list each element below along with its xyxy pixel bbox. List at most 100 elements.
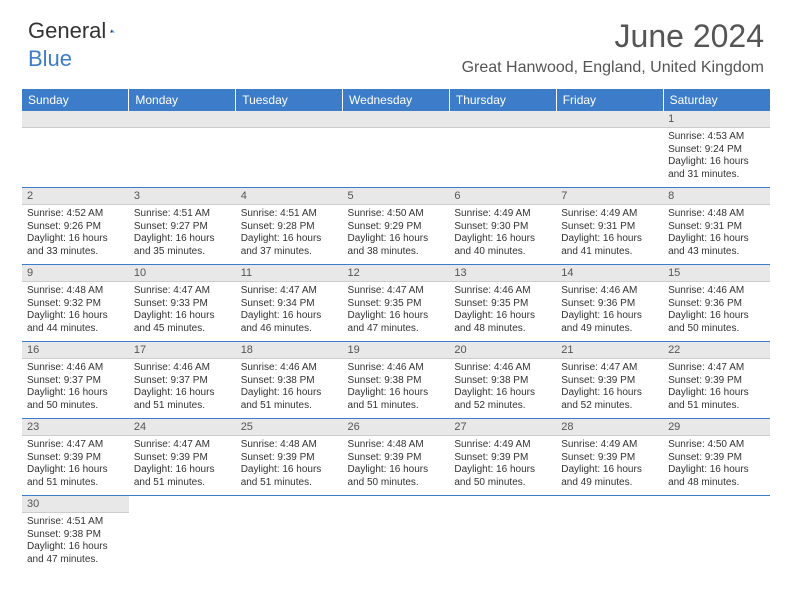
day-number-empty xyxy=(556,111,663,128)
calendar-cell xyxy=(556,496,663,573)
calendar-cell: 17Sunrise: 4:46 AMSunset: 9:37 PMDayligh… xyxy=(129,342,236,419)
calendar-cell: 30Sunrise: 4:51 AMSunset: 9:38 PMDayligh… xyxy=(22,496,129,573)
day-body: Sunrise: 4:50 AMSunset: 9:39 PMDaylight:… xyxy=(663,436,770,495)
day-number: 19 xyxy=(343,342,450,359)
day-body: Sunrise: 4:48 AMSunset: 9:31 PMDaylight:… xyxy=(663,205,770,264)
day-number: 28 xyxy=(556,419,663,436)
day-number-empty xyxy=(236,111,343,128)
calendar-cell: 26Sunrise: 4:48 AMSunset: 9:39 PMDayligh… xyxy=(343,419,450,496)
day-number: 7 xyxy=(556,188,663,205)
day-body: Sunrise: 4:49 AMSunset: 9:39 PMDaylight:… xyxy=(449,436,556,495)
calendar-cell: 3Sunrise: 4:51 AMSunset: 9:27 PMDaylight… xyxy=(129,188,236,265)
day-number: 16 xyxy=(22,342,129,359)
day-number: 25 xyxy=(236,419,343,436)
calendar-cell: 7Sunrise: 4:49 AMSunset: 9:31 PMDaylight… xyxy=(556,188,663,265)
calendar-cell: 14Sunrise: 4:46 AMSunset: 9:36 PMDayligh… xyxy=(556,265,663,342)
day-body: Sunrise: 4:46 AMSunset: 9:38 PMDaylight:… xyxy=(449,359,556,418)
day-number: 22 xyxy=(663,342,770,359)
day-number: 18 xyxy=(236,342,343,359)
day-body: Sunrise: 4:49 AMSunset: 9:39 PMDaylight:… xyxy=(556,436,663,495)
day-body: Sunrise: 4:49 AMSunset: 9:31 PMDaylight:… xyxy=(556,205,663,264)
calendar-week-row: 23Sunrise: 4:47 AMSunset: 9:39 PMDayligh… xyxy=(22,419,770,496)
weekday-header: Friday xyxy=(556,89,663,111)
calendar-cell xyxy=(129,111,236,188)
calendar-cell: 23Sunrise: 4:47 AMSunset: 9:39 PMDayligh… xyxy=(22,419,129,496)
calendar-cell: 4Sunrise: 4:51 AMSunset: 9:28 PMDaylight… xyxy=(236,188,343,265)
day-number: 27 xyxy=(449,419,556,436)
day-number: 15 xyxy=(663,265,770,282)
day-number-empty xyxy=(129,111,236,128)
calendar-week-row: 1Sunrise: 4:53 AMSunset: 9:24 PMDaylight… xyxy=(22,111,770,188)
calendar-cell xyxy=(449,111,556,188)
calendar-cell xyxy=(22,111,129,188)
day-body-empty xyxy=(236,128,343,182)
calendar-cell: 1Sunrise: 4:53 AMSunset: 9:24 PMDaylight… xyxy=(663,111,770,188)
day-number: 9 xyxy=(22,265,129,282)
day-number: 3 xyxy=(129,188,236,205)
calendar-cell: 8Sunrise: 4:48 AMSunset: 9:31 PMDaylight… xyxy=(663,188,770,265)
calendar-cell xyxy=(449,496,556,573)
calendar-week-row: 30Sunrise: 4:51 AMSunset: 9:38 PMDayligh… xyxy=(22,496,770,573)
weekday-header: Tuesday xyxy=(236,89,343,111)
day-body: Sunrise: 4:46 AMSunset: 9:36 PMDaylight:… xyxy=(556,282,663,341)
calendar-cell xyxy=(129,496,236,573)
day-number: 23 xyxy=(22,419,129,436)
calendar-cell: 21Sunrise: 4:47 AMSunset: 9:39 PMDayligh… xyxy=(556,342,663,419)
calendar-cell: 5Sunrise: 4:50 AMSunset: 9:29 PMDaylight… xyxy=(343,188,450,265)
location: Great Hanwood, England, United Kingdom xyxy=(462,59,764,77)
calendar-cell: 13Sunrise: 4:46 AMSunset: 9:35 PMDayligh… xyxy=(449,265,556,342)
day-body: Sunrise: 4:47 AMSunset: 9:34 PMDaylight:… xyxy=(236,282,343,341)
day-body-empty xyxy=(129,128,236,182)
day-body-empty xyxy=(343,128,450,182)
day-body: Sunrise: 4:46 AMSunset: 9:36 PMDaylight:… xyxy=(663,282,770,341)
day-number: 29 xyxy=(663,419,770,436)
calendar-cell: 19Sunrise: 4:46 AMSunset: 9:38 PMDayligh… xyxy=(343,342,450,419)
day-number-empty xyxy=(449,111,556,128)
day-body: Sunrise: 4:51 AMSunset: 9:27 PMDaylight:… xyxy=(129,205,236,264)
day-number: 6 xyxy=(449,188,556,205)
calendar-cell xyxy=(236,496,343,573)
logo: General xyxy=(28,18,136,44)
weekday-header: Thursday xyxy=(449,89,556,111)
weekday-header: Wednesday xyxy=(343,89,450,111)
calendar-cell: 16Sunrise: 4:46 AMSunset: 9:37 PMDayligh… xyxy=(22,342,129,419)
day-body-empty xyxy=(449,128,556,182)
day-number: 8 xyxy=(663,188,770,205)
day-body: Sunrise: 4:52 AMSunset: 9:26 PMDaylight:… xyxy=(22,205,129,264)
logo-text-b: Blue xyxy=(28,46,72,72)
day-number: 30 xyxy=(22,496,129,513)
calendar-cell: 27Sunrise: 4:49 AMSunset: 9:39 PMDayligh… xyxy=(449,419,556,496)
day-body: Sunrise: 4:46 AMSunset: 9:37 PMDaylight:… xyxy=(129,359,236,418)
day-body: Sunrise: 4:47 AMSunset: 9:39 PMDaylight:… xyxy=(22,436,129,495)
day-number: 17 xyxy=(129,342,236,359)
calendar-cell: 22Sunrise: 4:47 AMSunset: 9:39 PMDayligh… xyxy=(663,342,770,419)
calendar-cell xyxy=(343,111,450,188)
calendar-cell xyxy=(236,111,343,188)
calendar-cell: 18Sunrise: 4:46 AMSunset: 9:38 PMDayligh… xyxy=(236,342,343,419)
month-title: June 2024 xyxy=(462,18,764,55)
calendar-cell: 12Sunrise: 4:47 AMSunset: 9:35 PMDayligh… xyxy=(343,265,450,342)
day-number: 21 xyxy=(556,342,663,359)
day-number: 10 xyxy=(129,265,236,282)
day-number-empty xyxy=(343,111,450,128)
calendar-cell: 25Sunrise: 4:48 AMSunset: 9:39 PMDayligh… xyxy=(236,419,343,496)
calendar-cell: 20Sunrise: 4:46 AMSunset: 9:38 PMDayligh… xyxy=(449,342,556,419)
day-body: Sunrise: 4:46 AMSunset: 9:38 PMDaylight:… xyxy=(343,359,450,418)
day-number: 11 xyxy=(236,265,343,282)
day-number: 20 xyxy=(449,342,556,359)
calendar-cell xyxy=(556,111,663,188)
calendar-cell: 6Sunrise: 4:49 AMSunset: 9:30 PMDaylight… xyxy=(449,188,556,265)
day-body: Sunrise: 4:46 AMSunset: 9:37 PMDaylight:… xyxy=(22,359,129,418)
day-number: 4 xyxy=(236,188,343,205)
day-body-empty xyxy=(556,128,663,182)
day-number: 5 xyxy=(343,188,450,205)
calendar-cell: 2Sunrise: 4:52 AMSunset: 9:26 PMDaylight… xyxy=(22,188,129,265)
title-block: June 2024 Great Hanwood, England, United… xyxy=(462,18,764,77)
day-body: Sunrise: 4:46 AMSunset: 9:38 PMDaylight:… xyxy=(236,359,343,418)
day-number: 26 xyxy=(343,419,450,436)
calendar-cell xyxy=(343,496,450,573)
calendar-week-row: 9Sunrise: 4:48 AMSunset: 9:32 PMDaylight… xyxy=(22,265,770,342)
weekday-header-row: SundayMondayTuesdayWednesdayThursdayFrid… xyxy=(22,89,770,111)
weekday-header: Monday xyxy=(129,89,236,111)
day-body: Sunrise: 4:53 AMSunset: 9:24 PMDaylight:… xyxy=(663,128,770,187)
